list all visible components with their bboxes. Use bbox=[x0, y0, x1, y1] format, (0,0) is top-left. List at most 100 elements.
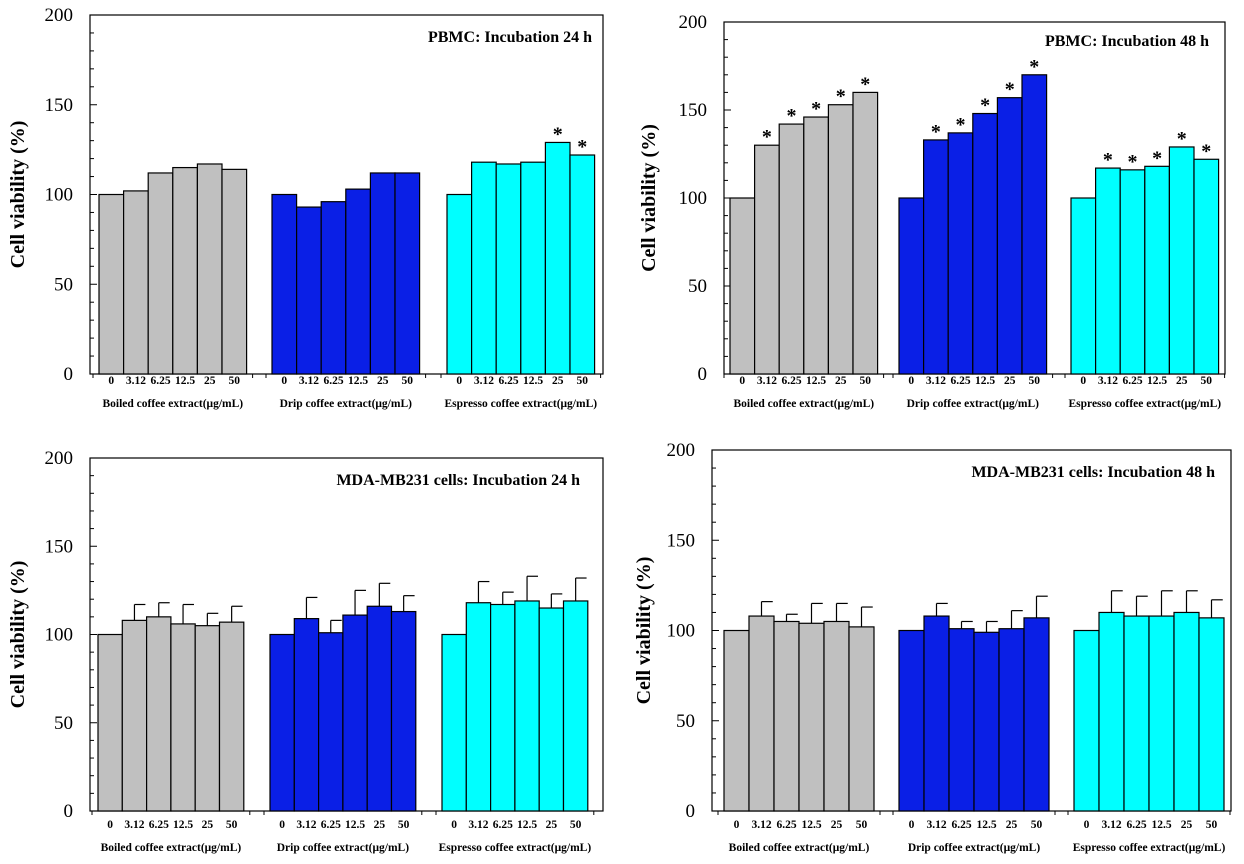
bar bbox=[848, 626, 875, 812]
bar bbox=[1021, 74, 1048, 375]
category-label: 25 bbox=[374, 819, 386, 831]
bar bbox=[345, 188, 371, 375]
category-label: 25 bbox=[1006, 819, 1018, 831]
bar bbox=[748, 615, 775, 812]
group-label: Espresso coffee extract(μg/mL) bbox=[439, 842, 592, 854]
bar bbox=[729, 197, 756, 375]
category-label: 12.5 bbox=[975, 375, 995, 387]
group-label: Espresso coffee extract(μg/mL) bbox=[1069, 398, 1222, 410]
significance-star: * bbox=[1177, 128, 1187, 150]
category-label: 3.12 bbox=[124, 819, 144, 831]
bar bbox=[898, 629, 925, 812]
bar bbox=[514, 600, 540, 812]
bar bbox=[147, 172, 174, 375]
bar bbox=[1144, 165, 1171, 375]
category-label: 50 bbox=[1029, 375, 1041, 387]
category-label: 12.5 bbox=[345, 819, 365, 831]
y-tick-label: 100 bbox=[679, 188, 708, 209]
significance-star: * bbox=[931, 121, 941, 143]
category-label: 6.25 bbox=[781, 375, 801, 387]
bar bbox=[773, 620, 800, 812]
category-label: 25 bbox=[202, 819, 214, 831]
category-label: 50 bbox=[860, 375, 872, 387]
bar bbox=[562, 600, 589, 812]
bar bbox=[948, 628, 975, 812]
y-axis-label: Cell viability (%) bbox=[638, 124, 660, 272]
bar bbox=[998, 628, 1025, 812]
category-label: 12.5 bbox=[517, 819, 537, 831]
bar bbox=[269, 633, 295, 812]
bar bbox=[296, 206, 322, 375]
category-label: 0 bbox=[908, 375, 914, 387]
category-label: 3.12 bbox=[926, 375, 946, 387]
y-axis-label: Cell viability (%) bbox=[7, 561, 29, 709]
chart-title: PBMC: Incubation 24 h bbox=[428, 29, 592, 46]
chart-panel-2: 0 50 100 150 200 Cell viability (%) PBMC: Incu… bbox=[638, 12, 1226, 410]
significance-star: * bbox=[860, 73, 870, 95]
bar bbox=[490, 603, 516, 812]
y-tick-label: 0 bbox=[686, 801, 696, 822]
bar bbox=[1023, 617, 1050, 812]
chart-title: MDA-MB231 cells: Incubation 24 h bbox=[336, 472, 580, 489]
bar bbox=[723, 629, 750, 812]
category-label: 50 bbox=[398, 819, 410, 831]
category-label: 3.12 bbox=[474, 375, 494, 387]
bar bbox=[1094, 167, 1121, 375]
category-label: 6.25 bbox=[951, 819, 971, 831]
bar bbox=[753, 144, 780, 375]
bar bbox=[973, 631, 1000, 812]
bar bbox=[293, 618, 320, 812]
bar bbox=[98, 193, 125, 375]
category-label: 3.12 bbox=[751, 819, 771, 831]
bar bbox=[471, 161, 497, 375]
category-label: 50 bbox=[570, 819, 582, 831]
bar bbox=[1193, 158, 1220, 375]
bar bbox=[390, 610, 417, 812]
category-label: 3.12 bbox=[126, 375, 146, 387]
significance-star: * bbox=[1103, 149, 1113, 171]
category-label: 3.12 bbox=[1098, 375, 1118, 387]
category-label: 3.12 bbox=[468, 819, 488, 831]
category-label: 12.5 bbox=[976, 819, 996, 831]
chart-panel-1: 0 50 100 150 200 Cell viability (%) PBMC: Incu… bbox=[7, 5, 604, 410]
chart-panel-4: 0 50 100 150 200 Cell viability (%) MDA-MB231 … bbox=[633, 440, 1232, 854]
bar bbox=[196, 163, 223, 375]
group-label: Drip coffee extract(μg/mL) bbox=[907, 398, 1039, 410]
category-label: 25 bbox=[377, 375, 389, 387]
category-label: 3.12 bbox=[299, 375, 319, 387]
chart-panel-3: 0 50 100 150 200 Cell viability (%) MDA-MB231 … bbox=[7, 448, 604, 854]
bar bbox=[218, 621, 245, 812]
category-label: 50 bbox=[229, 375, 241, 387]
bar bbox=[569, 154, 596, 375]
bar bbox=[122, 190, 149, 375]
category-label: 0 bbox=[1080, 375, 1086, 387]
chart-title: PBMC: Incubation 48 h bbox=[1045, 33, 1209, 50]
bar bbox=[827, 104, 854, 375]
bar bbox=[544, 141, 571, 375]
category-label: 6.25 bbox=[493, 819, 513, 831]
category-label: 6.25 bbox=[323, 375, 343, 387]
category-label: 6.25 bbox=[776, 819, 796, 831]
bar bbox=[1073, 629, 1100, 812]
bar bbox=[97, 633, 123, 812]
bar bbox=[947, 132, 974, 375]
bar bbox=[366, 605, 393, 812]
category-label: 6.25 bbox=[321, 819, 341, 831]
y-tick-label: 50 bbox=[54, 713, 73, 734]
category-label: 0 bbox=[739, 375, 745, 387]
group-label: Boiled coffee extract(μg/mL) bbox=[729, 842, 870, 854]
category-label: 25 bbox=[204, 375, 216, 387]
category-label: 50 bbox=[1201, 375, 1213, 387]
category-label: 25 bbox=[1176, 375, 1188, 387]
y-tick-label: 150 bbox=[679, 100, 708, 121]
category-label: 0 bbox=[909, 819, 915, 831]
category-label: 25 bbox=[1181, 819, 1193, 831]
bar bbox=[803, 116, 829, 375]
category-label: 25 bbox=[835, 375, 847, 387]
group-label: Espresso coffee extract(μg/mL) bbox=[1073, 842, 1226, 854]
significance-star: * bbox=[762, 126, 772, 148]
y-tick-label: 150 bbox=[667, 530, 696, 551]
y-tick-label: 150 bbox=[45, 536, 74, 557]
category-label: 0 bbox=[279, 819, 285, 831]
bar bbox=[923, 615, 950, 812]
